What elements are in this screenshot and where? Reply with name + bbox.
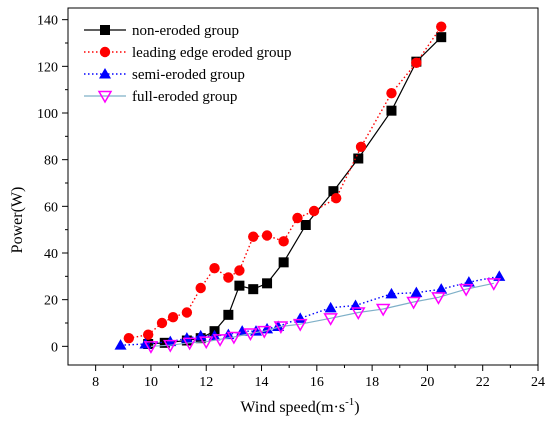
y-tick-label: 40 xyxy=(44,247,58,262)
data-point xyxy=(386,87,397,99)
x-tick-label: 20 xyxy=(420,375,434,390)
legend-label: non-eroded group xyxy=(132,23,239,39)
data-point xyxy=(234,265,245,276)
data-point xyxy=(328,186,339,197)
x-tick-label: 24 xyxy=(531,375,545,390)
y-tick-label: 20 xyxy=(44,294,58,309)
axes: 8 10 12 14 16 18 20 22 24 0 20 40 60 80 100 120 140 xyxy=(37,7,545,390)
y-tick-label: 100 xyxy=(37,107,58,122)
x-tick-label: 14 xyxy=(255,375,269,390)
y-tick-label: 60 xyxy=(44,200,58,215)
legend-marker xyxy=(99,68,111,79)
series-1 xyxy=(123,21,447,344)
y-tick-label: 0 xyxy=(51,340,58,355)
x-axis-title-close: ) xyxy=(354,399,359,416)
data-point xyxy=(375,303,391,317)
x-axis-title-sup: -1 xyxy=(345,396,354,408)
x-tick-label: 12 xyxy=(199,375,213,390)
data-point xyxy=(195,282,206,294)
data-point xyxy=(431,292,446,305)
plot-frame xyxy=(67,7,539,366)
data-point xyxy=(223,309,234,320)
data-point xyxy=(223,272,234,283)
data-point xyxy=(406,296,421,310)
data-point xyxy=(156,317,168,329)
legend-marker xyxy=(100,25,110,35)
legend-label: full-eroded group xyxy=(132,89,237,105)
y-tick-label: 120 xyxy=(37,60,58,75)
data-point xyxy=(212,334,228,347)
data-point xyxy=(410,286,423,298)
series-2 xyxy=(114,270,506,350)
legend-marker xyxy=(97,90,113,104)
data-point xyxy=(273,321,289,335)
data-point xyxy=(411,57,422,69)
y-tick-label: 80 xyxy=(44,154,58,169)
data-point xyxy=(278,236,289,247)
x-axis-title-main: Wind speed(m·s xyxy=(240,399,345,416)
data-point xyxy=(486,278,502,291)
data-point xyxy=(292,318,308,332)
data-point xyxy=(167,311,179,323)
series-3 xyxy=(143,278,502,354)
data-point xyxy=(181,307,193,318)
data-point xyxy=(163,339,178,353)
data-point xyxy=(351,307,366,321)
data-point xyxy=(435,283,448,294)
data-point xyxy=(261,230,273,241)
data-point xyxy=(292,212,303,224)
x-axis-title: Wind speed(m·s-1) xyxy=(240,396,359,416)
data-point xyxy=(142,329,154,340)
data-point xyxy=(324,301,337,313)
data-point xyxy=(198,336,214,350)
series-line xyxy=(148,36,442,345)
data-point xyxy=(234,280,245,291)
series-line xyxy=(150,282,494,347)
data-point xyxy=(385,287,398,299)
data-point xyxy=(436,21,447,32)
data-point xyxy=(257,325,272,339)
data-point xyxy=(262,278,273,289)
legend: non-eroded group leading edge eroded grou… xyxy=(84,23,292,105)
x-tick-label: 8 xyxy=(92,375,99,390)
x-tick-label: 16 xyxy=(310,375,324,390)
y-tick-label: 140 xyxy=(37,14,58,29)
data-point xyxy=(226,331,242,345)
data-point xyxy=(294,312,307,323)
data-point xyxy=(323,313,338,326)
data-point xyxy=(182,337,197,351)
data-point xyxy=(308,205,320,217)
legend-marker xyxy=(99,46,111,58)
data-point xyxy=(278,257,289,268)
data-point xyxy=(123,332,135,344)
y-axis-title: Power(W) xyxy=(9,187,26,254)
x-tick-label: 18 xyxy=(365,375,379,390)
data-point xyxy=(248,284,259,295)
x-tick-label: 10 xyxy=(144,375,158,390)
data-point xyxy=(243,328,258,342)
data-point xyxy=(436,32,447,43)
data-point xyxy=(248,231,259,242)
series-layer xyxy=(114,21,506,354)
data-point xyxy=(386,105,397,116)
x-tick-label: 22 xyxy=(476,375,490,390)
data-point xyxy=(353,153,364,164)
legend-label: leading edge eroded group xyxy=(132,45,292,61)
data-point xyxy=(355,141,367,153)
legend-label: semi-eroded group xyxy=(132,67,245,83)
data-point xyxy=(114,339,127,350)
data-point xyxy=(300,220,311,230)
data-point xyxy=(209,262,220,274)
data-point xyxy=(330,192,342,204)
data-point xyxy=(458,283,474,297)
data-point xyxy=(143,341,159,354)
